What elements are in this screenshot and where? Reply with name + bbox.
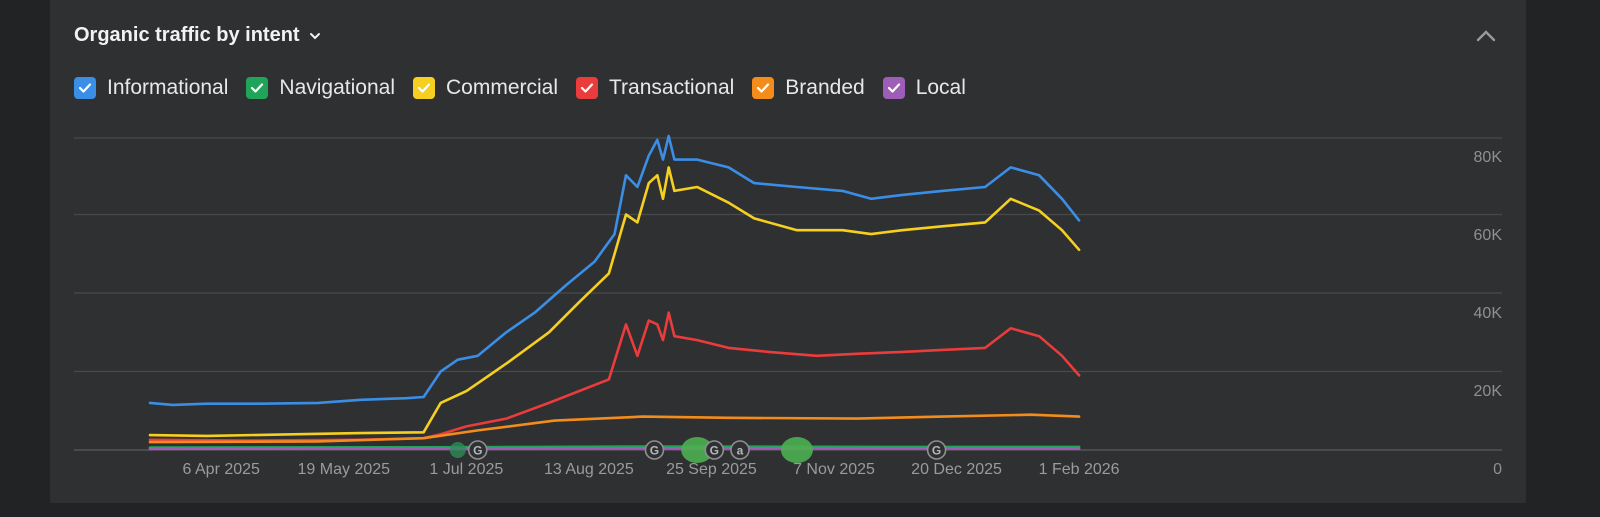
google-update-icon-letter: G <box>473 444 482 458</box>
chevron-down-icon <box>309 32 320 39</box>
green-blob-marker <box>681 437 714 463</box>
x-tick-label: 13 Aug 2025 <box>544 461 634 478</box>
google-update-icon <box>704 440 725 460</box>
google-update-icon-letter: G <box>932 444 941 458</box>
legend-label: Branded <box>785 76 865 99</box>
y-tick-label: 60K <box>1474 227 1503 244</box>
announcement-icon <box>730 440 750 460</box>
series-line-informational <box>148 134 1081 407</box>
google-update-icon <box>467 440 488 460</box>
legend-commercial[interactable]: Commercial <box>412 76 558 100</box>
checkbox-icon[interactable] <box>74 77 96 99</box>
series-line-transactional <box>148 311 1081 442</box>
x-tick-label: 1 Feb 2026 <box>1039 461 1120 478</box>
checkbox-icon[interactable] <box>752 77 775 99</box>
announcement-icon-letter: a <box>737 444 744 458</box>
google-update-icon-letter: G <box>710 444 719 458</box>
x-tick-label: 6 Apr 2025 <box>183 461 261 478</box>
legend: Informational Navigational Commercial Tr… <box>74 76 966 100</box>
checkbox-icon[interactable] <box>882 77 905 99</box>
legend-branded[interactable]: Branded <box>752 76 865 100</box>
traffic-panel: Organic traffic by intent Informational … <box>50 0 1526 503</box>
legend-label: Informational <box>107 76 229 99</box>
checkbox-icon[interactable] <box>412 77 435 99</box>
x-tick-label: 19 May 2025 <box>298 461 391 478</box>
legend-transactional[interactable]: Transactional <box>576 76 734 100</box>
y-tick-label: 80K <box>1474 149 1503 166</box>
google-update-icon-letter: G <box>650 444 659 458</box>
series-line-commercial <box>148 166 1081 438</box>
checkbox-icon[interactable] <box>246 77 269 99</box>
series-line-branded <box>148 413 1081 444</box>
chart-title: Organic traffic by intent <box>74 24 300 46</box>
legend-local[interactable]: Local <box>882 76 966 100</box>
x-tick-label: 25 Sep 2025 <box>666 461 757 478</box>
y-tick-label: 40K <box>1474 305 1503 322</box>
legend-label: Commercial <box>445 76 558 99</box>
x-tick-label: 1 Jul 2025 <box>429 461 503 478</box>
legend-label: Navigational <box>279 76 395 99</box>
checkbox-icon[interactable] <box>576 77 598 99</box>
x-tick-label: 20 Dec 2025 <box>911 461 1002 478</box>
green-dot-marker <box>449 442 466 458</box>
chevron-up-icon[interactable] <box>1474 26 1498 46</box>
legend-label: Local <box>915 76 966 99</box>
y-tick-label: 0 <box>1493 461 1502 478</box>
google-update-icon <box>644 440 665 460</box>
legend-informational[interactable]: Informational <box>74 76 228 100</box>
green-blob-marker <box>780 437 813 463</box>
legend-label: Transactional <box>609 76 735 99</box>
line-chart: 0 20K 40K 60K 80K 6 Apr 2025 19 May 2025 1 Jul … <box>74 134 1503 478</box>
chart-title-dropdown[interactable]: Organic traffic by intent <box>74 24 322 47</box>
y-tick-label: 20K <box>1474 383 1503 400</box>
google-update-icon <box>926 440 947 460</box>
legend-navigational[interactable]: Navigational <box>246 76 395 100</box>
x-tick-label: 7 Nov 2025 <box>793 461 875 478</box>
